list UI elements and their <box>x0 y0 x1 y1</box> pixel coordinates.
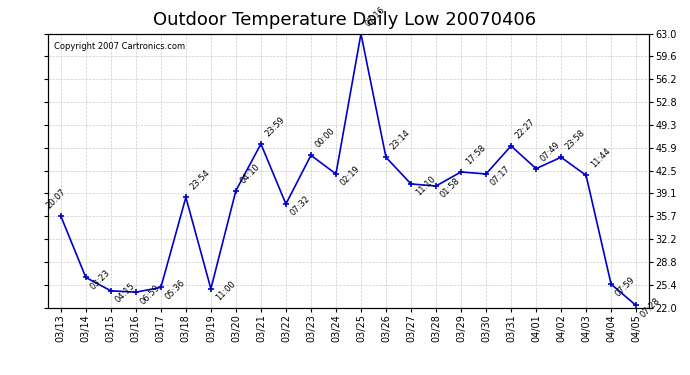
Text: 11:10: 11:10 <box>414 175 437 198</box>
Text: 00:00: 00:00 <box>314 126 337 150</box>
Text: 23:58: 23:58 <box>564 128 587 152</box>
Text: Outdoor Temperature Daily Low 20070406: Outdoor Temperature Daily Low 20070406 <box>153 11 537 29</box>
Text: 04:15: 04:15 <box>114 282 137 305</box>
Text: 11:44: 11:44 <box>589 147 612 170</box>
Text: 03:23: 03:23 <box>88 268 112 291</box>
Text: 07:32: 07:32 <box>288 195 312 218</box>
Text: 23:54: 23:54 <box>188 168 212 192</box>
Text: 05:36: 05:36 <box>164 278 187 302</box>
Text: 22:27: 22:27 <box>514 117 537 140</box>
Text: 06:59: 06:59 <box>139 283 162 306</box>
Text: Copyright 2007 Cartronics.com: Copyright 2007 Cartronics.com <box>55 42 186 51</box>
Text: 07:49: 07:49 <box>539 140 562 163</box>
Text: 17:58: 17:58 <box>464 143 487 166</box>
Text: 07:16: 07:16 <box>364 5 387 28</box>
Text: 23:59: 23:59 <box>264 115 287 138</box>
Text: 20:07: 20:07 <box>44 187 68 210</box>
Text: 07:17: 07:17 <box>489 165 512 188</box>
Text: 04:10: 04:10 <box>239 162 262 185</box>
Text: 01:58: 01:58 <box>439 177 462 200</box>
Text: 02:19: 02:19 <box>339 165 362 188</box>
Text: 11:00: 11:00 <box>214 279 237 303</box>
Text: 07:28: 07:28 <box>639 296 662 320</box>
Text: 07:59: 07:59 <box>614 275 637 298</box>
Text: 23:14: 23:14 <box>388 129 412 152</box>
